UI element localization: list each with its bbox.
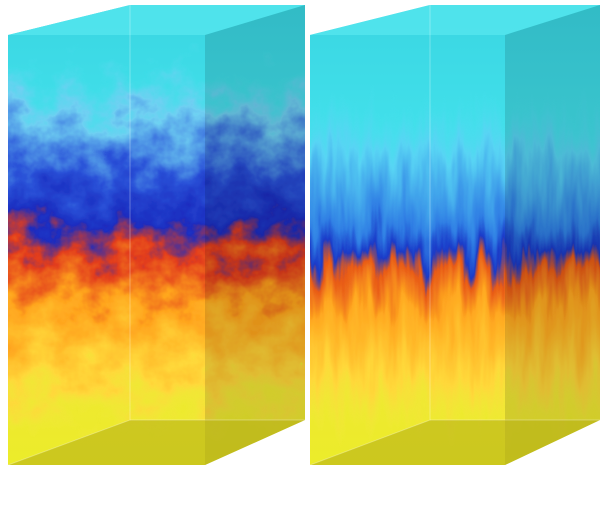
top-face <box>8 5 305 35</box>
side-face <box>205 5 305 465</box>
plumes <box>8 70 305 430</box>
top-face <box>310 5 600 35</box>
back-edges <box>7 5 131 466</box>
back-edges <box>309 5 431 466</box>
box-left <box>7 5 305 466</box>
box-right <box>309 5 600 466</box>
bottom-face <box>310 420 600 465</box>
mixing-zone <box>8 70 305 430</box>
side-face <box>505 5 600 465</box>
plumes <box>310 100 600 430</box>
bottom-face <box>8 420 305 465</box>
mixing-zone <box>310 100 600 430</box>
